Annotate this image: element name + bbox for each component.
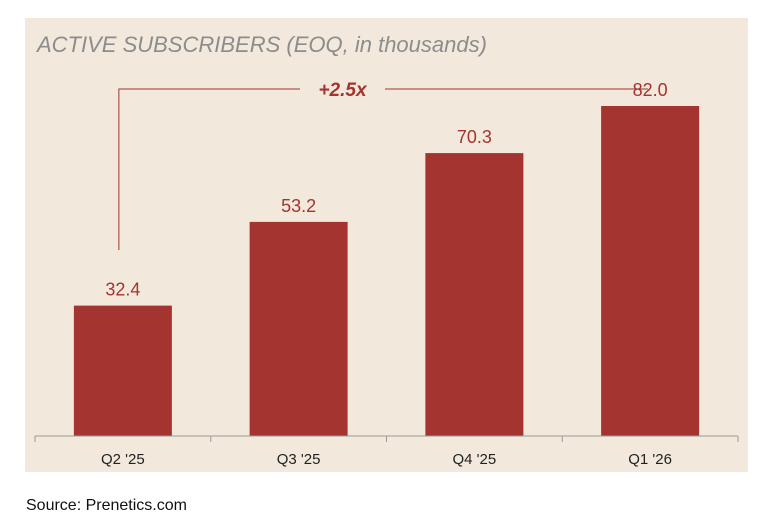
- chart-title: ACTIVE SUBSCRIBERS (EOQ, in thousands): [37, 32, 487, 57]
- chart-panel: ACTIVE SUBSCRIBERS (EOQ, in thousands) 3…: [25, 18, 748, 472]
- annotation-bracket-left: [118, 88, 300, 250]
- x-axis: Q2 '25 Q3 '25 Q4 '25 Q1 '26: [34, 435, 739, 468]
- annotation-label: +2.5x: [318, 80, 368, 101]
- growth-annotation: +2.5x: [118, 80, 649, 250]
- bar-3: [601, 106, 700, 436]
- bar-value-label: 70.3: [457, 127, 492, 147]
- bars-layer: [73, 106, 700, 436]
- bar-value-label: 32.4: [105, 280, 140, 300]
- source-credit: Source: Prenetics.com: [26, 497, 187, 514]
- x-tick-label: Q4 '25: [453, 451, 497, 468]
- bar-value-label: 53.2: [281, 196, 316, 216]
- bar-0: [73, 305, 172, 436]
- x-tick-label: Q1 '26: [628, 451, 672, 468]
- x-tick-label: Q2 '25: [101, 451, 145, 468]
- x-tick-label: Q3 '25: [277, 451, 321, 468]
- bar-chart: 32.4 53.2 70.3 82.0 Q2 '25 Q3 '25 Q4 '25 Q1 '2…: [34, 80, 739, 468]
- bar-1: [249, 221, 348, 436]
- value-labels-layer: 32.4 53.2 70.3 82.0: [105, 80, 667, 300]
- bar-2: [425, 153, 524, 436]
- bar-value-label: 82.0: [633, 80, 668, 100]
